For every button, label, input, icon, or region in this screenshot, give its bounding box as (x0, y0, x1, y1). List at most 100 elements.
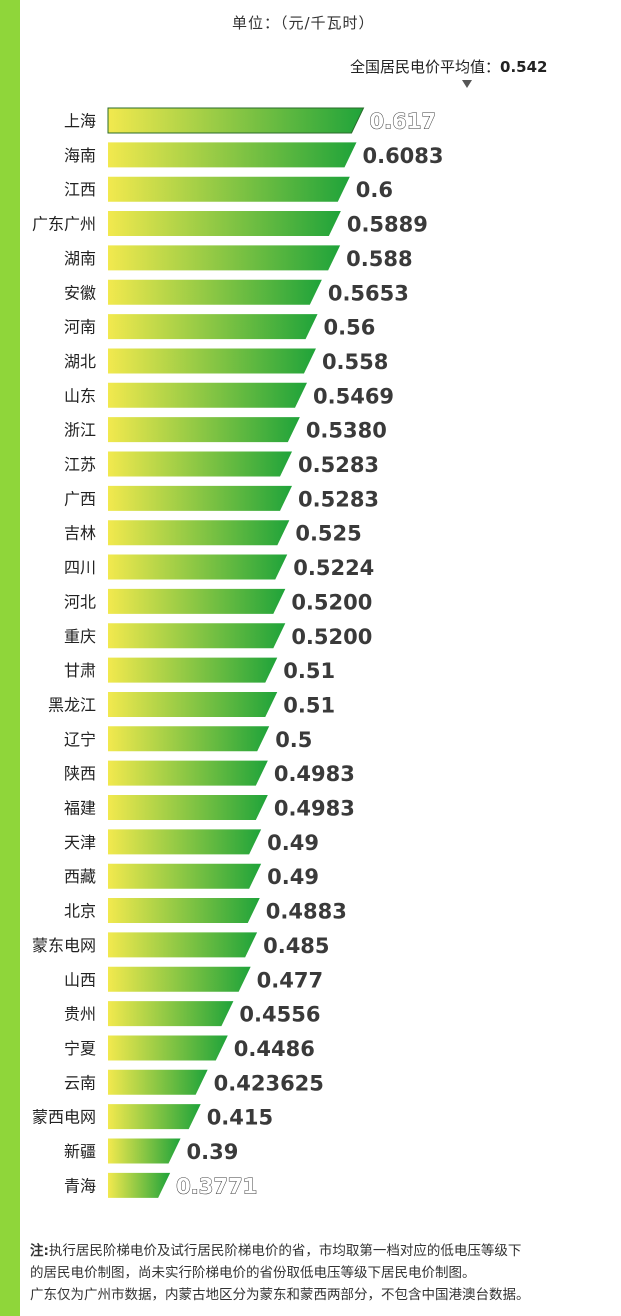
category-label: 贵州 (64, 1005, 96, 1024)
category-label: 云南 (64, 1073, 96, 1092)
category-label: 浙江 (64, 421, 96, 440)
category-label: 山东 (64, 386, 96, 405)
category-label: 陕西 (64, 764, 96, 783)
value-label: 0.5200 (291, 625, 372, 649)
category-label: 河南 (64, 318, 96, 337)
bar (108, 382, 308, 408)
value-label: 0.4486 (234, 1037, 315, 1061)
bar (108, 795, 268, 820)
bar (108, 520, 290, 546)
bar (107, 107, 365, 134)
bar (108, 898, 260, 924)
footnote-line3: 广东仅为广州市数据，内蒙古地区分为蒙东和蒙西两部分，不包含中国港澳台数据。 (30, 1287, 530, 1303)
bar (108, 176, 350, 202)
category-label: 四川 (64, 558, 96, 577)
category-label: 山西 (64, 970, 96, 989)
value-label: 0.51 (283, 693, 335, 717)
value-label: 0.415 (207, 1106, 273, 1130)
category-label: 甘肃 (64, 661, 96, 680)
left-stripe (0, 0, 20, 1316)
bar (108, 417, 300, 443)
value-label: 0.49 (267, 831, 319, 855)
bar (108, 726, 270, 752)
value-label: 0.5380 (306, 419, 387, 443)
category-label: 广东广州 (32, 215, 96, 234)
value-label: 0.588 (346, 247, 412, 271)
value-label: 0.51 (283, 659, 335, 683)
value-label: 0.39 (187, 1140, 239, 1164)
bar (108, 554, 288, 580)
bar (108, 863, 262, 889)
category-label: 福建 (64, 799, 96, 818)
value-label: 0.3771 (176, 1174, 257, 1198)
value-label: 0.525 (295, 522, 361, 546)
bar (108, 348, 316, 374)
bar (108, 211, 341, 237)
category-label: 北京 (64, 902, 96, 921)
bar (108, 829, 262, 855)
value-label: 0.5653 (328, 281, 409, 305)
value-label: 0.5 (275, 728, 312, 752)
category-label: 吉林 (64, 524, 96, 543)
value-label: 0.5889 (347, 213, 428, 237)
unit-label: 单位：（元/千瓦时） (232, 14, 375, 32)
category-label: 新疆 (64, 1142, 96, 1161)
category-label: 江苏 (64, 455, 96, 474)
bar (108, 245, 341, 271)
bar (108, 1172, 171, 1198)
category-label: 湖南 (64, 249, 96, 268)
category-label: 黑龙江 (48, 695, 96, 714)
value-label: 0.56 (324, 316, 376, 340)
bar (108, 1104, 201, 1130)
category-label: 河北 (64, 592, 96, 611)
category-label: 宁夏 (64, 1039, 96, 1058)
bar (108, 657, 278, 683)
value-label: 0.477 (257, 968, 323, 992)
bar (108, 451, 293, 477)
value-label: 0.4883 (266, 900, 347, 924)
average-marker-icon (462, 80, 472, 88)
value-label: 0.5283 (298, 487, 379, 511)
average-label-text: 全国居民电价平均值： (350, 58, 501, 76)
bar (108, 1001, 234, 1027)
average-label: 全国居民电价平均值：0.542 (350, 56, 547, 77)
value-label: 0.5469 (313, 384, 394, 408)
value-label: 0.617 (370, 110, 436, 134)
footnote-prefix: 注: (30, 1243, 49, 1259)
bar (108, 966, 251, 992)
value-label: 0.5224 (293, 556, 374, 580)
bar (108, 485, 293, 511)
category-label: 辽宁 (64, 730, 96, 749)
bar (108, 1138, 181, 1164)
value-label: 0.558 (322, 350, 388, 374)
category-label: 安徽 (64, 283, 96, 302)
bar (108, 932, 258, 958)
bar (108, 142, 357, 168)
bar-chart: 上海 0.617 海南 0.6083 江西 0.6 广东广州 0.5889 湖南 0.588 安徽 0… (32, 107, 444, 1199)
category-label: 广西 (64, 489, 96, 508)
footnote: 注:执行居民阶梯电价及试行居民阶梯电价的省，市均取第一档对应的低电压等级下 的居… (30, 1240, 615, 1306)
bar (108, 1069, 208, 1095)
bar (108, 623, 286, 649)
category-label: 重庆 (64, 627, 96, 646)
value-label: 0.5283 (298, 453, 379, 477)
value-label: 0.485 (263, 934, 329, 958)
bar (108, 1035, 228, 1061)
value-label: 0.6 (356, 178, 393, 202)
bar (108, 314, 318, 340)
average-value: 0.542 (500, 58, 548, 76)
value-label: 0.5200 (291, 590, 372, 614)
footnote-line2: 的居民电价制图，尚未实行阶梯电价的省份取低电压等级下居民电价制图。 (30, 1265, 476, 1281)
category-label: 蒙东电网 (32, 936, 96, 955)
category-label: 海南 (64, 146, 96, 165)
category-label: 湖北 (64, 352, 96, 371)
footnote-line1: 执行居民阶梯电价及试行居民阶梯电价的省，市均取第一档对应的低电压等级下 (48, 1243, 522, 1259)
category-label: 江西 (64, 180, 96, 199)
value-label: 0.49 (267, 865, 319, 889)
value-label: 0.4556 (239, 1003, 320, 1027)
value-label: 0.6083 (362, 144, 443, 168)
value-label: 0.4983 (274, 797, 355, 821)
bar (108, 691, 278, 717)
category-label: 蒙西电网 (32, 1108, 96, 1127)
value-label: 0.4983 (274, 762, 355, 786)
